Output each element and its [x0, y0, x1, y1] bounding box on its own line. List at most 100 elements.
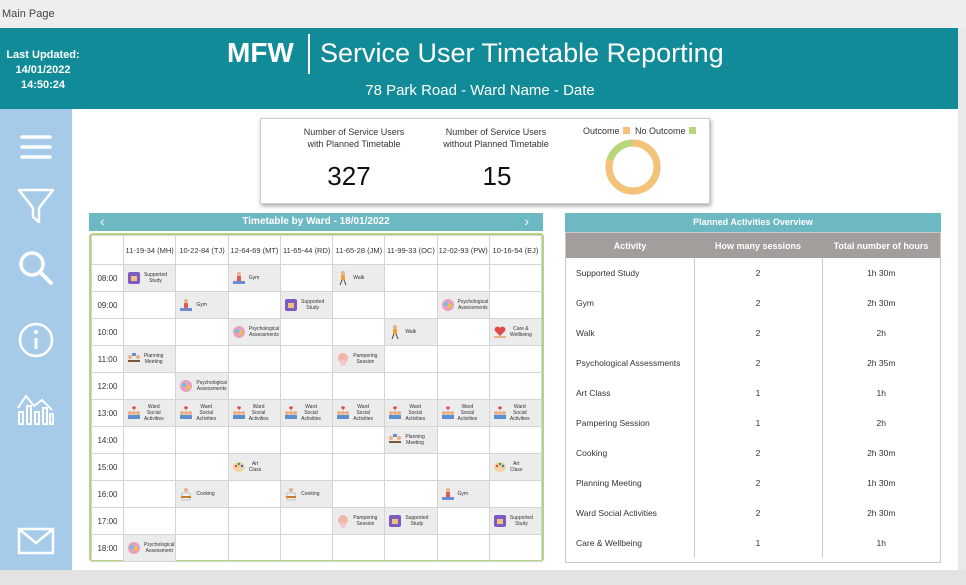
- timetable-empty-cell[interactable]: [227, 345, 282, 373]
- timetable-empty-cell[interactable]: [488, 345, 543, 373]
- mail-icon[interactable]: [14, 519, 58, 563]
- timetable-empty-cell[interactable]: [280, 345, 334, 373]
- timetable-empty-cell[interactable]: [488, 264, 543, 292]
- timetable-activity-cell[interactable]: Psychological Assessments: [436, 291, 490, 319]
- timetable-activity-cell[interactable]: Cooking: [175, 480, 229, 508]
- timetable-empty-cell[interactable]: [280, 264, 334, 292]
- analytics-icon[interactable]: [14, 386, 58, 430]
- timetable-empty-cell[interactable]: [436, 264, 490, 292]
- timetable-empty-cell[interactable]: [384, 372, 438, 400]
- timetable-empty-cell[interactable]: [122, 480, 177, 508]
- timetable-empty-cell[interactable]: [175, 534, 229, 562]
- timetable-empty-cell[interactable]: [122, 453, 177, 481]
- timetable-empty-cell[interactable]: [436, 453, 490, 481]
- timetable-empty-cell[interactable]: [227, 534, 282, 562]
- timetable-empty-cell[interactable]: [436, 345, 490, 373]
- timetable-empty-cell[interactable]: [488, 480, 543, 508]
- timetable-activity-cell[interactable]: Psychological Assessments: [227, 318, 282, 346]
- timetable-activity-cell[interactable]: Supported Study: [122, 264, 177, 292]
- timetable-activity-cell[interactable]: Pampering Session: [332, 507, 386, 535]
- timetable-empty-cell[interactable]: [332, 534, 386, 562]
- timetable-empty-cell[interactable]: [227, 372, 282, 400]
- timetable-empty-cell[interactable]: [175, 264, 229, 292]
- timetable-empty-cell[interactable]: [488, 291, 543, 319]
- timetable-empty-cell[interactable]: [436, 372, 490, 400]
- timetable-activity-cell[interactable]: Ward Social Activities: [436, 399, 490, 427]
- timetable-empty-cell[interactable]: [280, 507, 334, 535]
- timetable-empty-cell[interactable]: [488, 426, 543, 454]
- timetable-activity-cell[interactable]: Supported Study: [280, 291, 334, 319]
- timetable-empty-cell[interactable]: [280, 318, 334, 346]
- activity-label-line: Activities: [457, 416, 478, 422]
- timetable-empty-cell[interactable]: [122, 318, 177, 346]
- timetable-empty-cell[interactable]: [384, 534, 438, 562]
- timetable-activity-cell[interactable]: Supported Study: [384, 507, 438, 535]
- timetable-empty-cell[interactable]: [227, 291, 282, 319]
- search-icon[interactable]: [14, 246, 58, 290]
- timetable-empty-cell[interactable]: [122, 291, 177, 319]
- timetable-activity-cell[interactable]: Psychological Assessments: [175, 372, 229, 400]
- timetable-activity-cell[interactable]: Supported Study: [488, 507, 543, 535]
- info-icon[interactable]: [14, 318, 58, 362]
- timetable-empty-cell[interactable]: [280, 453, 334, 481]
- timetable-empty-cell[interactable]: [332, 426, 386, 454]
- timetable-empty-cell[interactable]: [227, 480, 282, 508]
- timetable-empty-cell[interactable]: [280, 426, 334, 454]
- timetable-next-button[interactable]: ›: [524, 213, 529, 229]
- study-icon: [127, 272, 140, 284]
- timetable-activity-cell[interactable]: Care & Wellbeing: [488, 318, 543, 346]
- timetable-activity-cell[interactable]: Walk: [384, 318, 438, 346]
- timetable-empty-cell[interactable]: [175, 318, 229, 346]
- timetable-activity-cell[interactable]: Ward Social Activities: [122, 399, 177, 427]
- timetable-activity-cell[interactable]: Ward Social Activities: [332, 399, 386, 427]
- timetable-activity-cell[interactable]: Planning Meeting: [384, 426, 438, 454]
- timetable-activity-cell[interactable]: Art Class: [488, 453, 543, 481]
- timetable-empty-cell[interactable]: [384, 345, 438, 373]
- menu-icon[interactable]: [14, 125, 58, 169]
- timetable-empty-cell[interactable]: [175, 426, 229, 454]
- timetable-empty-cell[interactable]: [488, 534, 543, 562]
- timetable-empty-cell[interactable]: [122, 507, 177, 535]
- timetable-empty-cell[interactable]: [384, 480, 438, 508]
- timetable-empty-cell[interactable]: [332, 372, 386, 400]
- timetable-empty-cell[interactable]: [436, 318, 490, 346]
- timetable-empty-cell[interactable]: [384, 264, 438, 292]
- timetable-activity-cell[interactable]: Ward Social Activities: [488, 399, 543, 427]
- timetable-activity-cell[interactable]: Walk: [332, 264, 386, 292]
- timetable-empty-cell[interactable]: [332, 480, 386, 508]
- timetable-empty-cell[interactable]: [384, 453, 438, 481]
- timetable-empty-cell[interactable]: [175, 507, 229, 535]
- timetable-activity-cell[interactable]: Gym: [436, 480, 490, 508]
- timetable-empty-cell[interactable]: [436, 534, 490, 562]
- timetable-prev-button[interactable]: ‹: [100, 213, 105, 229]
- timetable-empty-cell[interactable]: [332, 291, 386, 319]
- timetable-empty-cell[interactable]: [436, 507, 490, 535]
- timetable-empty-cell[interactable]: [227, 507, 282, 535]
- timetable-empty-cell[interactable]: [384, 291, 438, 319]
- timetable-activity-cell[interactable]: Ward Social Activities: [175, 399, 229, 427]
- timetable-empty-cell[interactable]: [122, 426, 177, 454]
- timetable-activity-cell[interactable]: Gym: [227, 264, 282, 292]
- timetable-empty-cell[interactable]: [280, 534, 334, 562]
- timetable-activity-cell[interactable]: Planning Meeting: [122, 345, 177, 373]
- timetable-activity-cell[interactable]: Ward Social Activities: [280, 399, 334, 427]
- timetable-activity-cell[interactable]: Gym: [175, 291, 229, 319]
- timetable-empty-cell[interactable]: [280, 372, 334, 400]
- timetable-row: 08:00 Supported Study Gym Walk: [91, 264, 543, 292]
- timetable-activity-cell[interactable]: Psychological Assessment: [122, 534, 177, 562]
- timetable-empty-cell[interactable]: [332, 453, 386, 481]
- timetable-activity-cell[interactable]: Art Class: [227, 453, 282, 481]
- timetable-activity-cell[interactable]: Cooking: [280, 480, 334, 508]
- timetable-empty-cell[interactable]: [175, 453, 229, 481]
- timetable-activity-cell[interactable]: Pampering Session: [332, 345, 386, 373]
- timetable-empty-cell[interactable]: [122, 372, 177, 400]
- timetable-activity-cell[interactable]: Ward Social Activities: [384, 399, 438, 427]
- filter-icon[interactable]: [14, 184, 58, 228]
- timetable-empty-cell[interactable]: [488, 372, 543, 400]
- timetable-empty-cell[interactable]: [332, 318, 386, 346]
- timetable-activity-cell[interactable]: Ward Social Activities: [227, 399, 282, 427]
- timetable-empty-cell[interactable]: [227, 426, 282, 454]
- timetable-title: Timetable by Ward - 18/01/2022: [242, 216, 390, 227]
- timetable-empty-cell[interactable]: [175, 345, 229, 373]
- timetable-empty-cell[interactable]: [436, 426, 490, 454]
